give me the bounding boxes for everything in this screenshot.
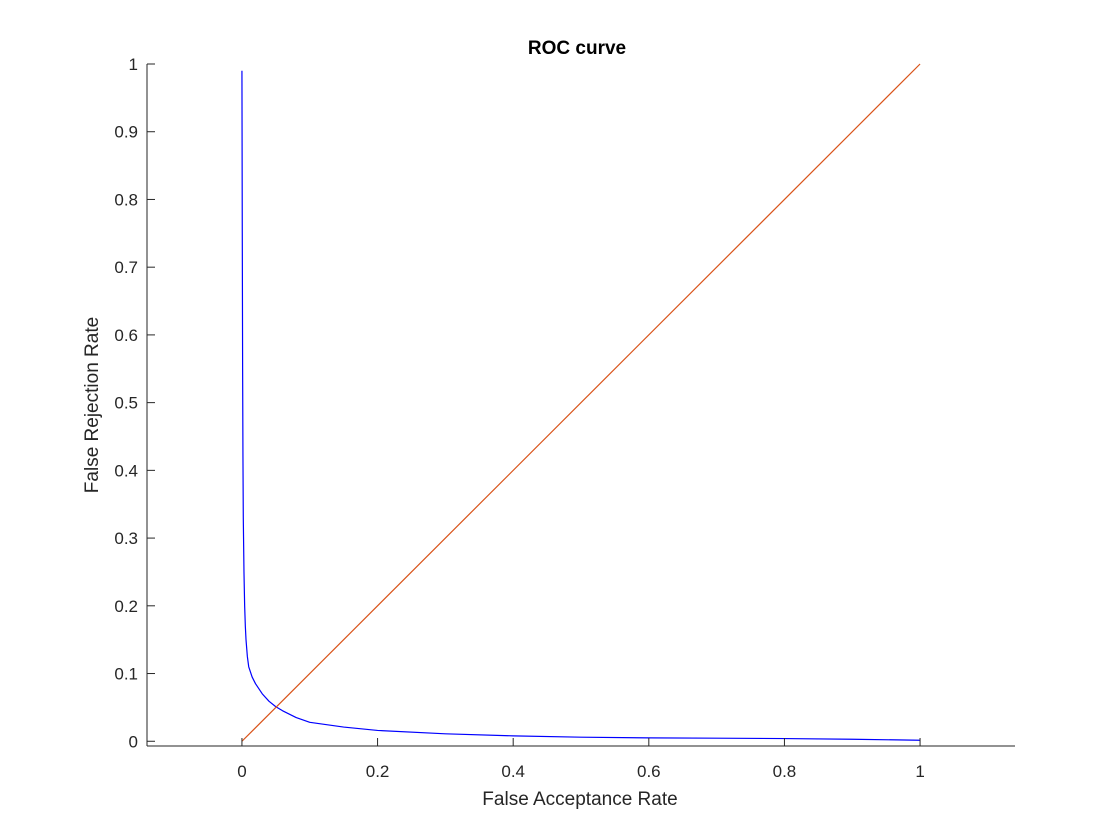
x-tick-label: 1: [915, 762, 924, 781]
x-tick-label: 0.4: [501, 762, 525, 781]
x-ticks: 0 0.2 0.4 0.6 0.8 1: [237, 738, 925, 781]
y-tick-label: 0.4: [114, 461, 138, 480]
y-tick-label: 0.7: [114, 258, 138, 277]
y-axis-label: False Rejection Rate: [82, 317, 103, 493]
y-tick-label: 0.2: [114, 597, 138, 616]
y-tick-label: 0: [129, 732, 138, 751]
x-tick-label: 0.8: [773, 762, 797, 781]
diagonal-reference-line: [241, 63, 921, 742]
y-tick-label: 0.6: [114, 326, 138, 345]
x-tick-label: 0.2: [366, 762, 390, 781]
y-tick-label: 0.3: [114, 529, 138, 548]
plot-area: [241, 63, 921, 742]
y-tick-label: 0.9: [114, 123, 138, 142]
y-ticks: 0 0.1 0.2 0.3 0.4 0.5 0.6 0.7 0.8 0.9 1: [114, 55, 155, 751]
x-axis-label: False Acceptance Rate: [482, 789, 677, 810]
roc-curve-line: [241, 70, 921, 741]
x-tick-label: 0: [237, 762, 246, 781]
chart-title: ROC curve: [528, 38, 626, 59]
x-tick-label: 0.6: [637, 762, 661, 781]
y-tick-label: 0.8: [114, 190, 138, 209]
y-tick-label: 1: [129, 55, 138, 74]
y-tick-label: 0.5: [114, 394, 138, 413]
y-tick-label: 0.1: [114, 665, 138, 684]
